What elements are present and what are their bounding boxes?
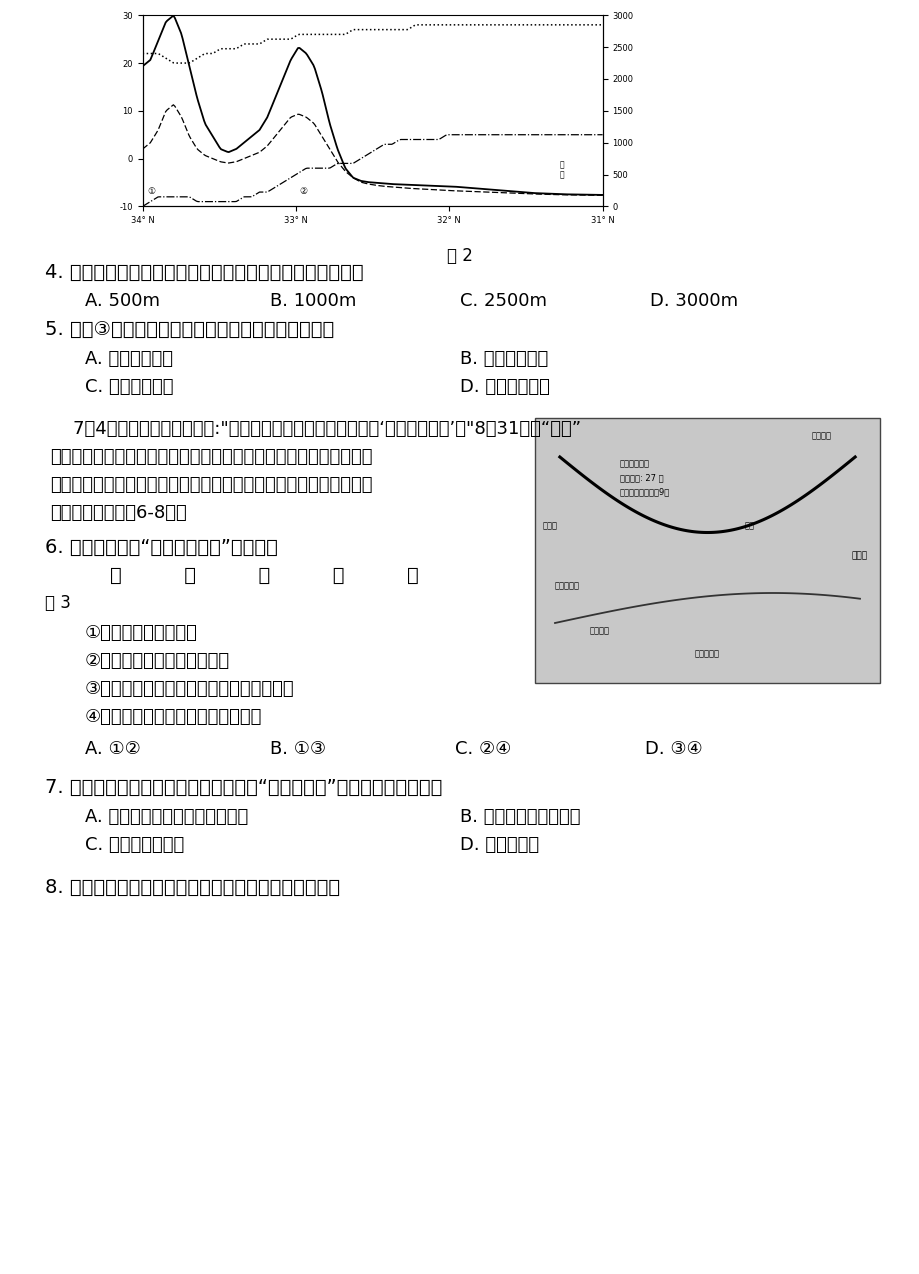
Text: 马六甲海峡: 马六甲海峡: [694, 648, 720, 657]
Text: ℃  /mm  /m: ℃ /mm /m: [142, 37, 201, 47]
Text: 图 3: 图 3: [45, 594, 71, 612]
Text: D. ③④: D. ③④: [644, 740, 702, 758]
Text: 太平洋: 太平洋: [851, 550, 868, 561]
Text: 比传统航道缩短约9天: 比传统航道缩短约9天: [619, 487, 670, 496]
Text: 北极东北航道: 北极东北航道: [619, 459, 650, 468]
Text: A. 开发成本高，需要先进的技术: A. 开发成本高，需要先进的技术: [85, 808, 248, 826]
Text: 当丰富。据此回答6-8题。: 当丰富。据此回答6-8题。: [50, 505, 187, 522]
Text: C. 恶劣的自然环境: C. 恶劣的自然环境: [85, 836, 184, 854]
Text: 麦。据估计，北极圈内的常规石油、天然气和天然气凝液的蒟藏量相: 麦。据估计，北极圈内的常规石油、天然气和天然气凝液的蒟藏量相: [50, 476, 372, 494]
Text: 6. 中俨两国打造“冰上丝绸之路”的经济及: 6. 中俨两国打造“冰上丝绸之路”的经济及: [45, 538, 278, 557]
Text: 白令海峡: 白令海峡: [811, 431, 831, 440]
Text: 8. 丹麦大力发展风力发电，其风能资源丰富的主要原因: 8. 丹麦大力发展风力发电，其风能资源丰富的主要原因: [45, 878, 340, 897]
Text: 苏伊士运河: 苏伊士运河: [554, 581, 579, 590]
Text: A. ①②: A. ①②: [85, 740, 141, 758]
Text: A. 500m: A. 500m: [85, 292, 160, 310]
Text: 重
庆: 重 庆: [559, 161, 563, 180]
Text: ①: ①: [147, 187, 155, 196]
Text: 图 2: 图 2: [447, 247, 472, 265]
Text: ②: ②: [299, 187, 307, 196]
Text: 鹿特丹: 鹿特丹: [542, 521, 558, 530]
Bar: [535, 418, 879, 683]
Text: D. 产业结构层次: D. 产业结构层次: [460, 378, 550, 396]
Text: D. 可航行期短: D. 可航行期短: [460, 836, 539, 854]
Text: C. 聚落区位选择: C. 聚落区位选择: [85, 378, 174, 396]
Text: B. 1000m: B. 1000m: [269, 292, 356, 310]
Text: — 地形剪面——年降水量 ·7月平均气温 ---1月平均气温: — 地形剪面——年降水量 ·7月平均气温 ---1月平均气温: [285, 27, 455, 37]
Text: 5. 图中③地和重庆相比较，区域间存在的最大差异是: 5. 图中③地和重庆相比较，区域间存在的最大差异是: [45, 320, 334, 339]
Text: 传统航道: 传统航道: [589, 626, 609, 634]
Text: ③彻底解决我国天然气供应整体不足的现状: ③彻底解决我国天然气供应整体不足的现状: [85, 680, 294, 698]
Text: C. 2500m: C. 2500m: [460, 292, 547, 310]
Text: 轮满载风电设备从连云港出发，穿越北极东北航道，经俨罗斯到达丹: 轮满载风电设备从连云港出发，穿越北极东北航道，经俨罗斯到达丹: [50, 448, 372, 466]
Text: 战          略          意          义          是: 战 略 意 义 是: [85, 566, 418, 585]
Text: B. 自然带的类型: B. 自然带的类型: [460, 350, 548, 368]
Text: B. 全球变暖海平面上升: B. 全球变暖海平面上升: [460, 808, 580, 826]
Text: 7. 有人提出：短期内白令海峡不会成为“北方马六甲”，其理由不正确的是: 7. 有人提出：短期内白令海峡不会成为“北方马六甲”，其理由不正确的是: [45, 778, 442, 798]
Text: ②促进沿线各国开展国际贸易: ②促进沿线各国开展国际贸易: [85, 652, 230, 670]
Text: 气温 年降水量 海拔: 气温 年降水量 海拔: [142, 27, 203, 37]
Text: B. ①③: B. ①③: [269, 740, 325, 758]
Text: ①比传统航道节省运费: ①比传统航道节省运费: [85, 624, 198, 642]
Text: ④促进环北冰洋周边地区的全面发展: ④促进环北冰洋周边地区的全面发展: [85, 708, 262, 726]
Text: 7朎4日，中信双方正式提出:"要开展北极航道合作，共同打造‘冰上丝绸之路’。"8朎31日，“天健”: 7朎4日，中信双方正式提出:"要开展北极航道合作，共同打造‘冰上丝绸之路’。"8…: [50, 420, 581, 438]
Text: 航行时间: 27 天: 航行时间: 27 天: [619, 473, 663, 482]
Text: 大连: 大连: [744, 521, 754, 530]
Text: D. 3000m: D. 3000m: [650, 292, 737, 310]
Text: A. 农业地域类型: A. 农业地域类型: [85, 350, 173, 368]
Text: C. ②④: C. ②④: [455, 740, 511, 758]
Text: 4. 图示区域出现气温年较差最大值的地点的海拔高度值约为: 4. 图示区域出现气温年较差最大值的地点的海拔高度值约为: [45, 262, 363, 282]
